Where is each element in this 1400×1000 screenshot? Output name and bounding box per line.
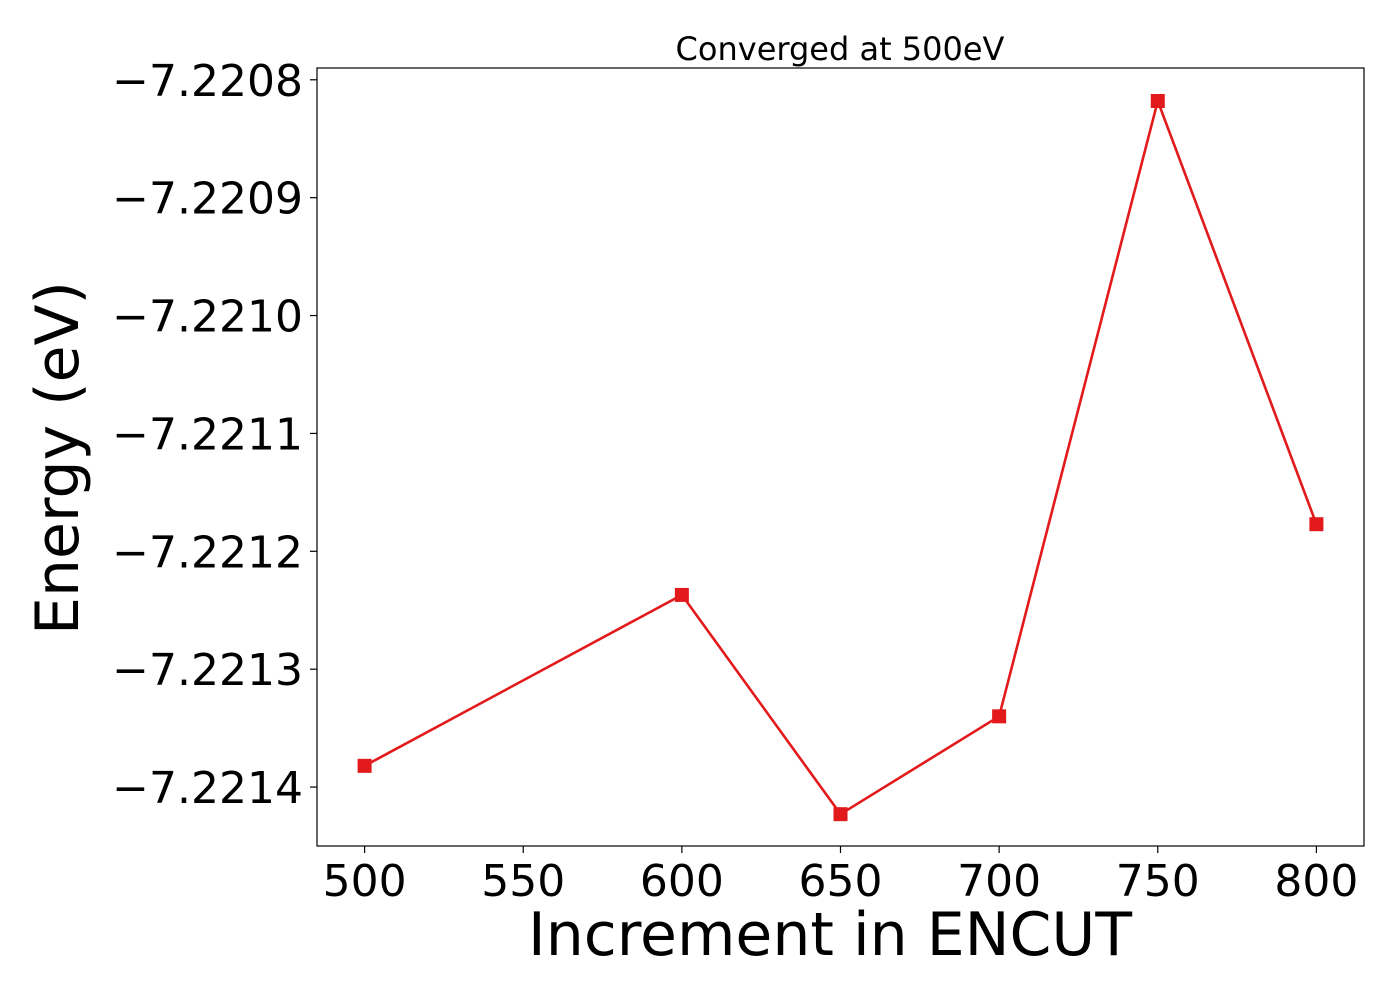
x-axis-label: Increment in ENCUT xyxy=(528,900,1132,970)
y-tick-label: −7.2209 xyxy=(112,174,303,225)
x-tick-label: 700 xyxy=(957,856,1041,907)
data-point-marker xyxy=(1150,94,1165,109)
data-point-marker xyxy=(833,807,848,822)
data-point-marker xyxy=(992,709,1007,724)
x-tick-label: 650 xyxy=(799,856,883,907)
y-tick-label: −7.2214 xyxy=(112,763,303,814)
y-tick-label: −7.2213 xyxy=(112,645,303,696)
y-tick-label: −7.2210 xyxy=(112,292,303,343)
y-axis-label: Energy (eV) xyxy=(23,281,93,635)
plot-area-frame xyxy=(316,67,1365,847)
data-point-marker xyxy=(674,587,689,602)
y-tick-label: −7.2208 xyxy=(112,56,303,107)
y-tick-label: −7.2212 xyxy=(112,527,303,578)
chart-title: Converged at 500eV xyxy=(676,30,1005,68)
x-tick-label: 600 xyxy=(640,856,724,907)
x-tick-label: 800 xyxy=(1274,856,1358,907)
x-ticks: 500 550 600 650 700 750 800 xyxy=(323,846,1358,907)
x-tick-label: 750 xyxy=(1116,856,1200,907)
y-tick-label: −7.2211 xyxy=(112,409,303,460)
y-ticks: −7.2214 −7.2213 −7.2212 −7.2211 −7.2210 −7.22… xyxy=(112,56,317,814)
x-tick-label: 550 xyxy=(481,856,565,907)
series-line xyxy=(363,96,1318,816)
data-point-marker xyxy=(1309,517,1324,532)
data-point-marker xyxy=(357,758,372,773)
x-tick-label: 500 xyxy=(323,856,407,907)
plot-series xyxy=(357,94,1324,822)
